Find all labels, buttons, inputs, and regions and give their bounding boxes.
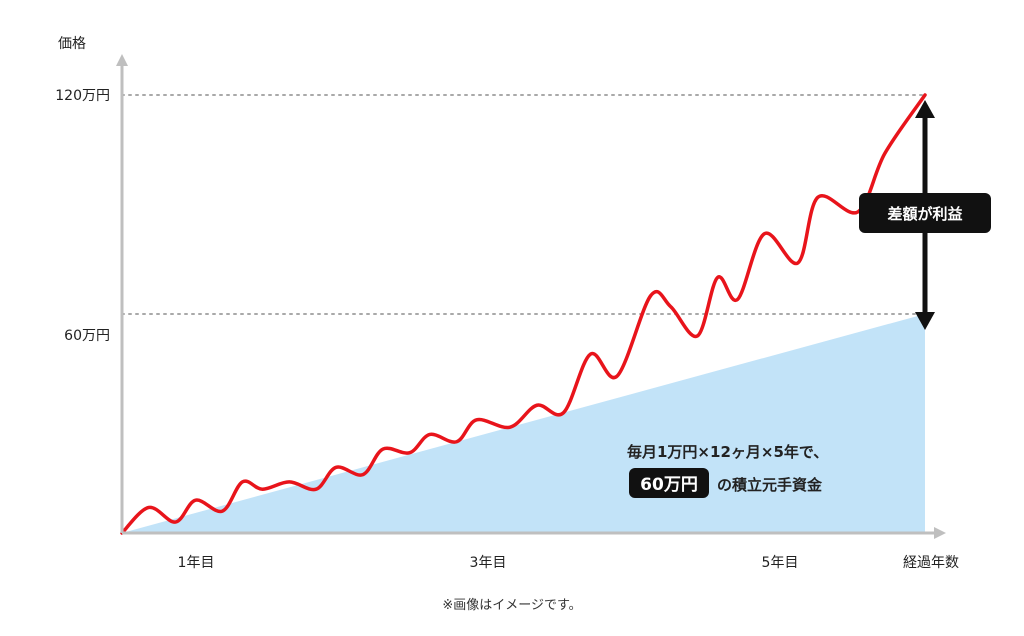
gap-annotation: 差額が利益 — [859, 100, 991, 330]
y-axis-arrow — [116, 54, 128, 66]
principal-badge-box — [629, 468, 709, 498]
price-line — [120, 93, 927, 535]
x-axis-title: 経過年数 — [903, 555, 959, 571]
principal-line1: 毎月1万円×12ヶ月×5年で、 — [627, 443, 828, 461]
y-tick-label-60: 60万円 — [64, 328, 110, 344]
gap-label-box — [859, 193, 991, 233]
principal-area — [122, 314, 925, 533]
principal-line2: の積立元手資金 — [717, 476, 823, 494]
footnote: ※画像はイメージです。 — [442, 598, 582, 613]
gap-label: 差額が利益 — [887, 205, 962, 223]
gap-arrow-head-bottom — [915, 312, 935, 330]
y-tick-label-120: 120万円 — [55, 88, 110, 104]
x-tick-label-year5: 5年目 — [762, 555, 799, 571]
x-tick-label-year3: 3年目 — [470, 555, 507, 571]
principal-badge: 60万円 — [640, 475, 698, 495]
y-axis-title: 価格 — [58, 36, 86, 52]
gap-arrow-head-top — [915, 100, 935, 118]
x-axis-arrow — [934, 527, 946, 539]
principal-annotation: 毎月1万円×12ヶ月×5年で、 60万円 の積立元手資金 — [627, 443, 828, 498]
x-tick-label-year1: 1年目 — [178, 555, 215, 571]
